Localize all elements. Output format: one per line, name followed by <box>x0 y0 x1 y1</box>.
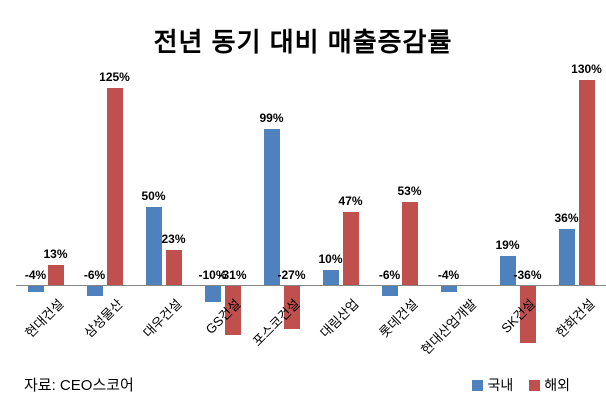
plot-area: -4% 13% 현대건설 -6% 125% 삼성물산 50% 23% 대우건설 -10% -31% G… <box>16 50 606 357</box>
legend: 국내 해외 <box>472 375 570 395</box>
bar-domestic <box>499 255 516 286</box>
legend-swatch-domestic <box>472 379 484 391</box>
bar-domestic <box>145 206 162 286</box>
value-label-overseas: 130% <box>571 61 602 76</box>
category-label: 대우건설 <box>139 296 185 341</box>
legend-item-domestic: 국내 <box>472 375 513 395</box>
value-label-domestic: -10% <box>198 268 227 282</box>
value-label-overseas: -31% <box>218 268 247 282</box>
chart-title: 전년 동기 대비 매출증감률 <box>153 27 453 57</box>
legend-label-overseas: 해외 <box>544 377 570 393</box>
value-label-domestic: 36% <box>554 210 579 225</box>
bar-domestic <box>27 286 44 293</box>
bar-group: 50% 23% 대우건설 <box>134 50 193 350</box>
bar-overseas <box>47 265 64 286</box>
value-label-overseas: 13% <box>43 247 68 262</box>
bar-overseas <box>578 79 595 286</box>
bar-group: -6% 125% 삼성물산 <box>75 50 134 350</box>
bar-overseas <box>165 249 182 286</box>
bar-overseas <box>519 286 536 344</box>
value-label-domestic: 10% <box>318 252 343 267</box>
bar-overseas <box>224 286 241 336</box>
legend-label-domestic: 국내 <box>487 377 514 393</box>
bar-group: -10% -31% GS건설 <box>193 50 252 350</box>
x-axis-line <box>16 285 606 286</box>
category-label: 현대건설 <box>21 296 67 341</box>
bar-domestic <box>86 286 103 296</box>
value-label-domestic: 99% <box>259 111 284 126</box>
bar-overseas <box>106 87 123 286</box>
bar-group: 19% -36% SK건설 <box>488 50 547 350</box>
bar-domestic <box>263 129 280 286</box>
bar-domestic <box>558 228 575 286</box>
bar-domestic <box>440 286 457 293</box>
category-label: 대림산업 <box>316 296 362 341</box>
value-label-overseas: 53% <box>397 184 422 198</box>
category-label: 삼성물산 <box>80 296 126 341</box>
value-label-overseas: -36% <box>513 268 542 282</box>
bar-group: 99% -27% 포스코건설 <box>249 50 311 350</box>
source-note: 자료: CEO스코어 <box>24 377 134 394</box>
bar-overseas <box>342 211 359 286</box>
bar-group: 10% 47% 대림산업 <box>311 50 370 350</box>
bar-group: -4% 현대산업개발 <box>418 50 488 357</box>
value-label-domestic: -4% <box>24 268 47 282</box>
value-label-overseas: 125% <box>99 69 130 84</box>
legend-swatch-overseas <box>529 379 541 391</box>
bar-domestic <box>381 286 398 296</box>
bar-domestic <box>322 270 339 286</box>
value-label-domestic: 50% <box>141 188 166 203</box>
value-label-overseas: 23% <box>161 231 186 246</box>
category-label: 롯데건설 <box>375 296 421 341</box>
value-label-domestic: -4% <box>437 268 460 282</box>
bar-group: -6% 53% 롯데건설 <box>370 50 429 350</box>
value-label-domestic: -6% <box>83 268 106 282</box>
category-label: 한화건설 <box>552 296 598 341</box>
value-label-overseas: -27% <box>277 268 306 282</box>
bar-domestic <box>204 286 221 302</box>
legend-item-overseas: 해외 <box>529 375 570 395</box>
value-label-domestic: 19% <box>495 237 520 252</box>
bar-group: -4% 13% 현대건설 <box>16 50 75 350</box>
value-label-domestic: -6% <box>378 268 401 282</box>
bar-group: 36% 130% 한화건설 <box>547 50 606 350</box>
value-label-overseas: 47% <box>338 193 363 208</box>
bar-overseas <box>401 202 418 286</box>
bar-overseas <box>283 286 300 329</box>
